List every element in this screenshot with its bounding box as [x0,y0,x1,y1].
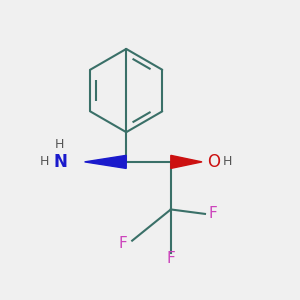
Text: O: O [207,153,220,171]
Text: F: F [119,236,128,251]
Polygon shape [85,155,126,168]
Text: H: H [40,155,49,168]
Text: N: N [54,153,68,171]
Text: H: H [223,155,232,168]
Polygon shape [171,155,202,168]
Text: F: F [167,251,175,266]
Text: H: H [55,138,64,151]
Text: F: F [208,206,217,221]
